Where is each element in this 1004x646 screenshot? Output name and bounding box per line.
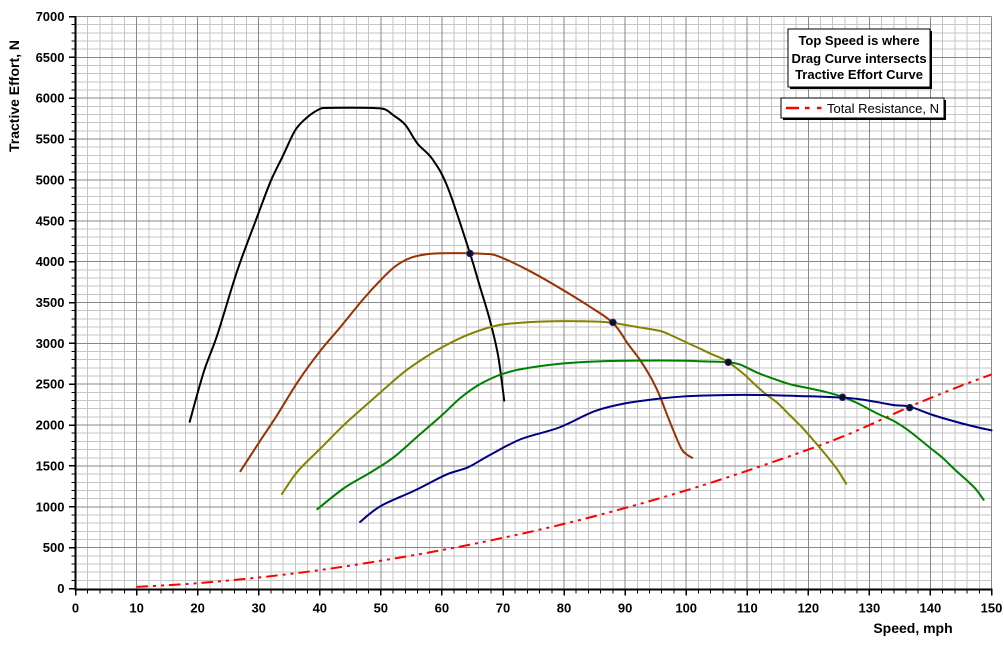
svg-text:500: 500: [43, 540, 65, 555]
svg-text:110: 110: [737, 601, 758, 616]
svg-text:100: 100: [675, 601, 697, 616]
svg-text:Speed, mph: Speed, mph: [873, 620, 952, 636]
svg-text:1000: 1000: [36, 499, 65, 514]
svg-text:70: 70: [496, 601, 510, 616]
svg-text:150: 150: [981, 601, 1003, 616]
svg-text:20: 20: [190, 601, 204, 616]
svg-text:50: 50: [374, 601, 388, 616]
svg-text:120: 120: [797, 601, 819, 616]
svg-text:Drag Curve intersects: Drag Curve intersects: [791, 51, 926, 66]
svg-text:5500: 5500: [36, 132, 65, 147]
svg-text:130: 130: [859, 601, 881, 616]
svg-text:0: 0: [57, 581, 64, 596]
svg-text:30: 30: [251, 601, 265, 616]
svg-text:1500: 1500: [36, 458, 65, 473]
svg-text:5000: 5000: [36, 172, 65, 187]
svg-text:60: 60: [435, 601, 449, 616]
svg-text:Tractive Effort Curve: Tractive Effort Curve: [795, 67, 923, 82]
svg-text:3000: 3000: [36, 336, 65, 351]
svg-text:Total Resistance, N: Total Resistance, N: [827, 101, 939, 116]
svg-text:4500: 4500: [36, 213, 65, 228]
svg-text:140: 140: [920, 601, 942, 616]
svg-text:10: 10: [129, 601, 143, 616]
svg-text:0: 0: [72, 601, 79, 616]
svg-text:6500: 6500: [36, 50, 65, 65]
svg-text:2500: 2500: [36, 377, 65, 392]
svg-text:80: 80: [557, 601, 571, 616]
svg-text:Top Speed is where: Top Speed is where: [798, 33, 919, 48]
svg-text:90: 90: [618, 601, 632, 616]
svg-text:7000: 7000: [36, 9, 65, 24]
svg-text:4000: 4000: [36, 254, 65, 269]
svg-text:2000: 2000: [36, 418, 65, 433]
svg-text:6000: 6000: [36, 91, 65, 106]
svg-text:3500: 3500: [36, 295, 65, 310]
svg-text:40: 40: [313, 601, 327, 616]
svg-text:Tractive Effort, N: Tractive Effort, N: [6, 40, 22, 152]
